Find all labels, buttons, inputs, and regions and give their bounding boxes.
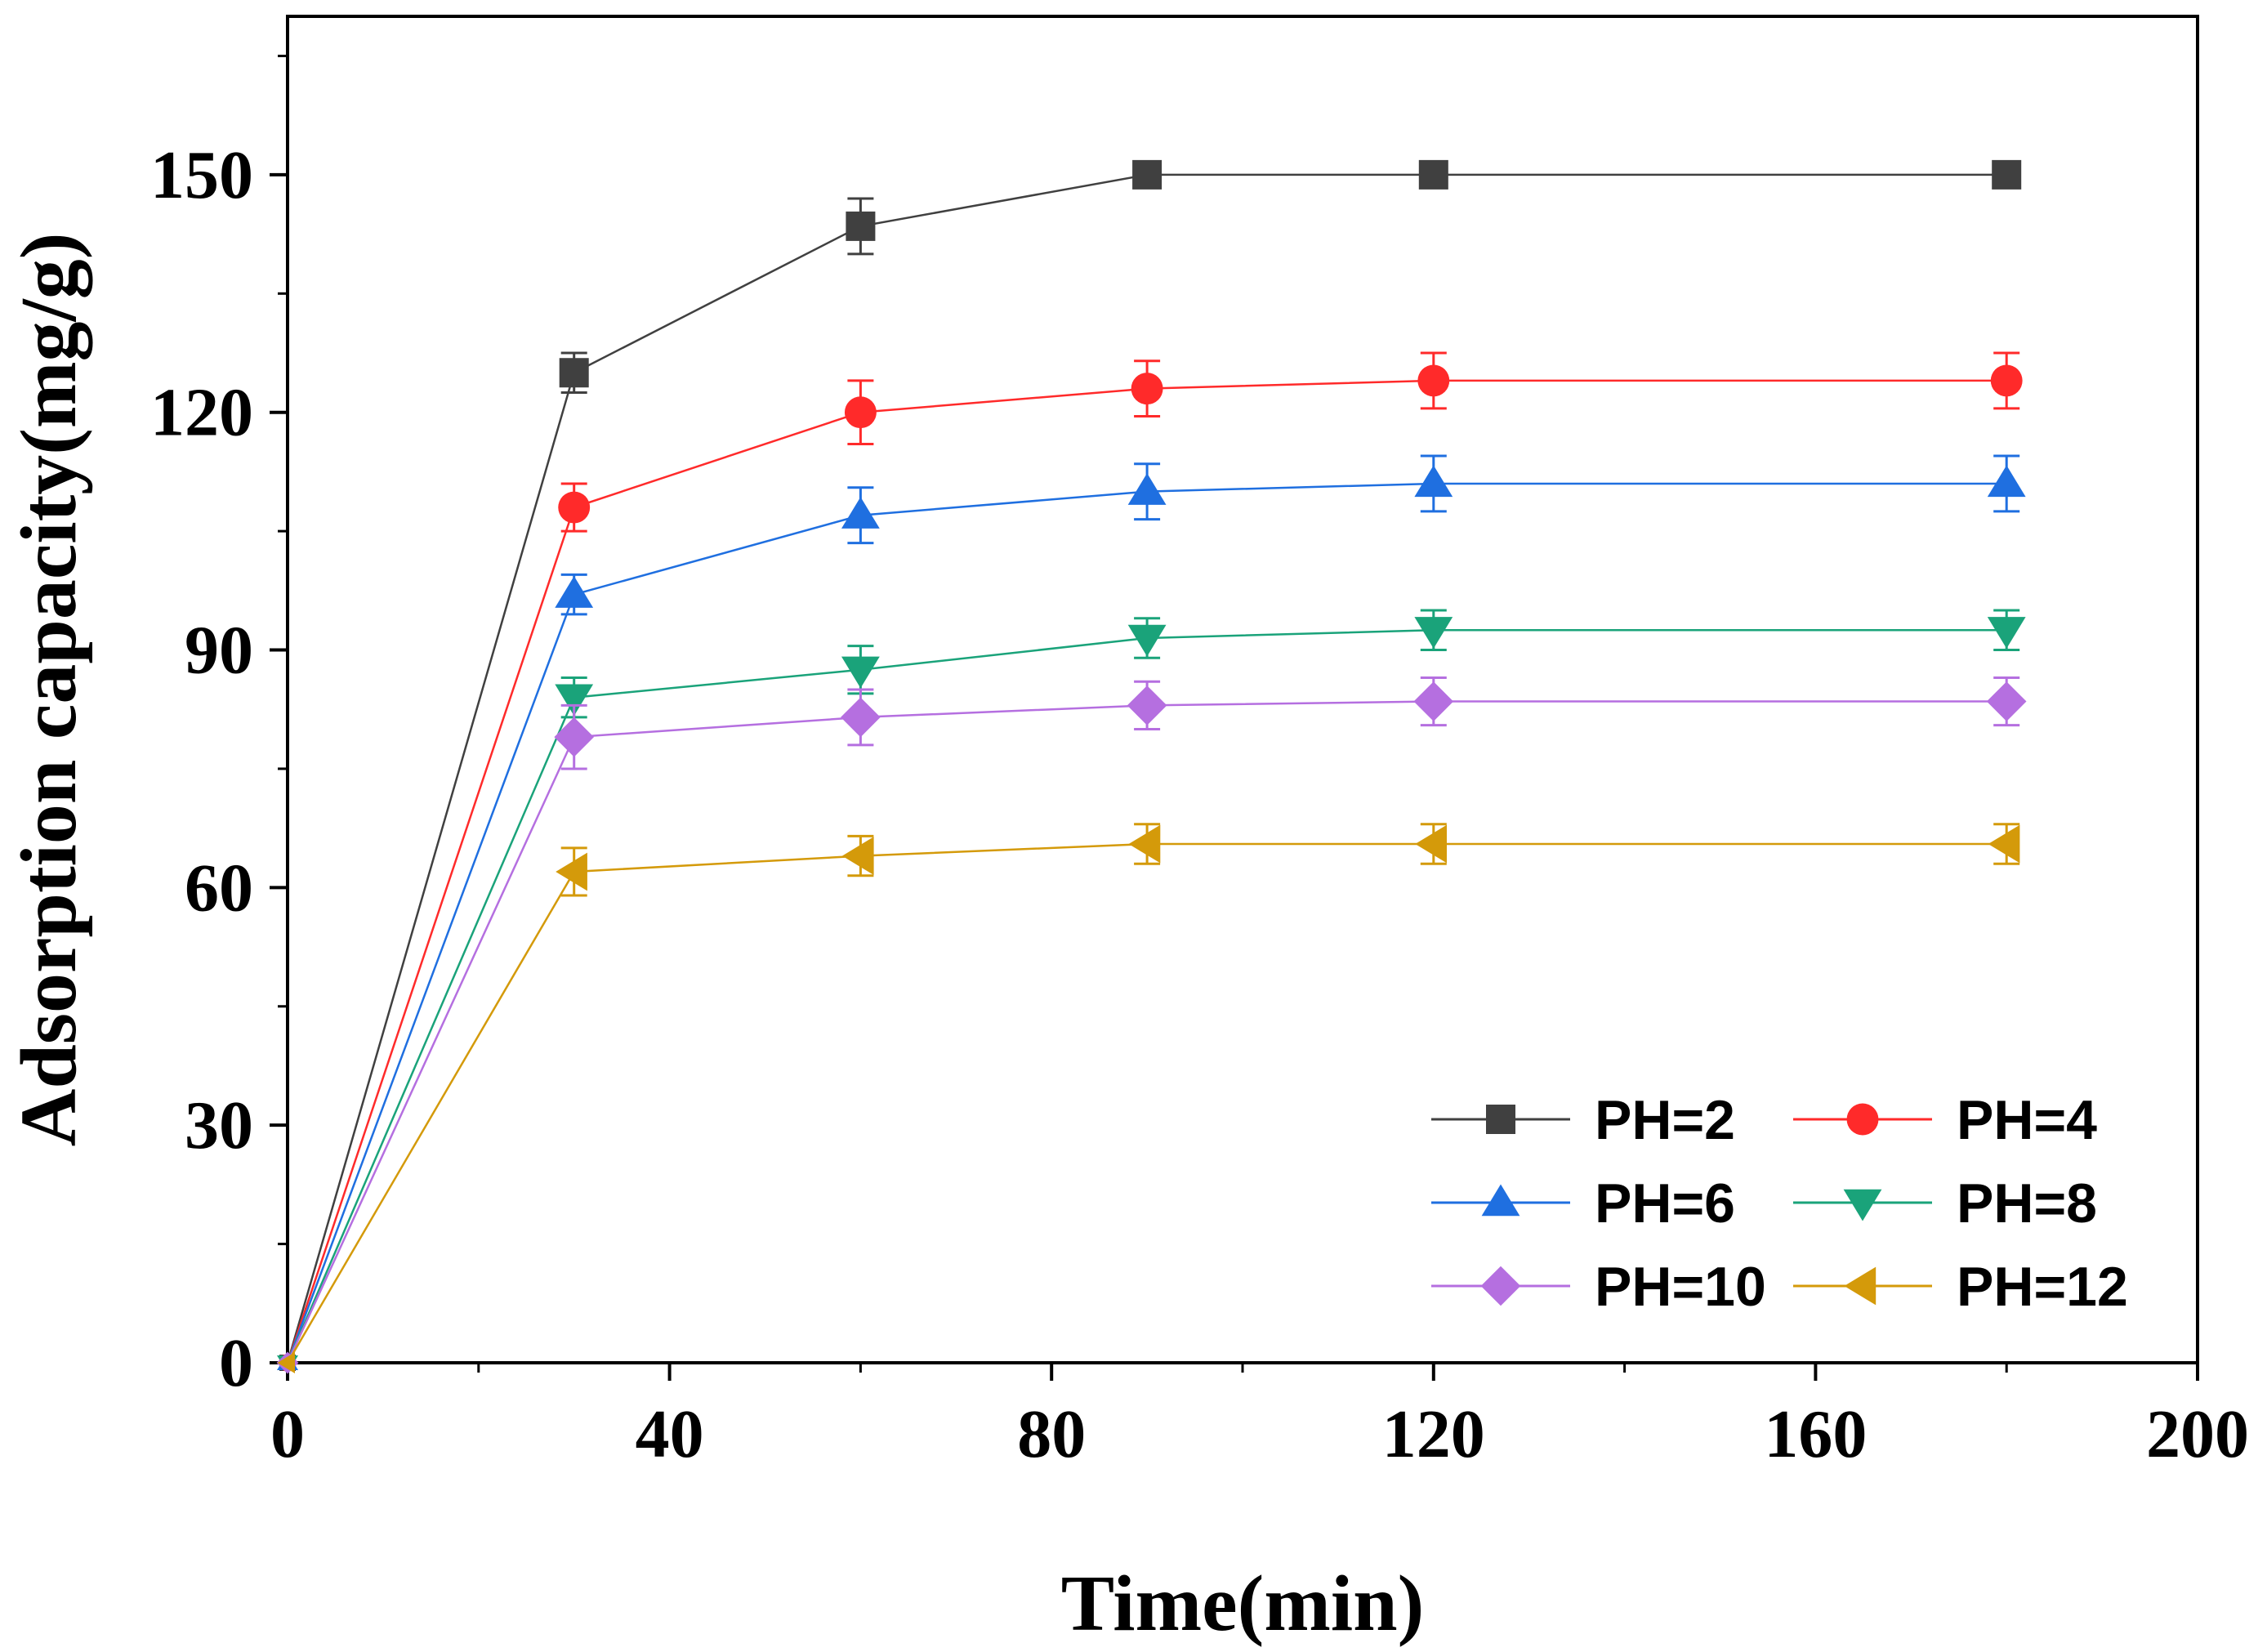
series-ph-10 [276,676,2027,1374]
y-tick-label: 120 [150,375,253,451]
data-point [556,852,587,891]
legend-label: PH=12 [1957,1256,2128,1318]
data-point [1414,465,1453,498]
x-tick-label: 80 [1017,1396,1086,1472]
series-line [286,482,2007,1364]
data-point [559,358,589,388]
legend-marker [1486,1105,1515,1134]
x-tick-label: 40 [636,1396,704,1472]
data-point [1128,824,1161,864]
data-point [1127,473,1167,505]
data-point [844,396,877,429]
legend-label: PH=10 [1595,1256,1766,1318]
data-point [1413,681,1454,721]
data-point [846,211,876,241]
axis-ticks: 0 40 80 120 160 200 0 30 60 90 120 150 [150,54,2249,1472]
y-tick-label: 150 [150,137,253,213]
data-point [1987,465,2026,498]
data-point [1127,685,1167,726]
data-point [1414,617,1453,649]
data-point [1988,824,2020,864]
data-point [555,684,594,717]
series-line [286,379,2007,1364]
x-tick-label: 160 [1764,1396,1867,1472]
legend-label: PH=2 [1595,1089,1735,1151]
legend-label: PH=4 [1957,1089,2097,1151]
data-point [558,491,591,524]
legend-marker [1481,1184,1520,1217]
data-point [555,576,594,608]
data-point [1987,617,2026,649]
y-tick-label: 30 [185,1087,253,1163]
legend-item: PH=2 [1431,1089,1735,1151]
data-point [1992,159,2022,190]
data-point [841,837,874,875]
x-tick-label: 0 [270,1396,305,1472]
series-ph-12 [277,823,2020,1373]
legend-item: PH=10 [1431,1256,1766,1318]
legend-marker [1480,1266,1521,1306]
series-line [286,629,2007,1364]
legend-marker [1846,1103,1879,1136]
series-ph-8 [277,609,2026,1373]
data-point [841,656,880,689]
y-axis-title: Adsorption capacity(mg/g) [5,233,93,1147]
data-point [554,717,594,757]
data-point [1417,364,1450,397]
data-point [841,497,880,529]
y-tick-label: 0 [219,1325,253,1401]
legend-label: PH=8 [1957,1172,2097,1235]
x-tick-label: 200 [2146,1396,2249,1472]
legend-marker [1844,1266,1877,1306]
data-point [1132,159,1163,190]
legend-item: PH=6 [1431,1172,1735,1235]
series-line [286,700,2007,1364]
legend-item: PH=4 [1793,1089,2097,1151]
data-point [1127,624,1167,657]
data-point [841,697,881,738]
series-line [286,842,2007,1364]
series-ph-4 [279,351,2023,1372]
y-tick-label: 90 [185,613,253,689]
series-ph-2 [279,159,2022,1371]
series-ph-6 [277,454,2026,1370]
legend: PH=2 PH=4 PH=6 PH=8 PH=10 PH=12 [1431,1089,2128,1318]
legend-item: PH=12 [1793,1256,2128,1318]
legend-item: PH=8 [1793,1172,2097,1235]
data-point [1415,824,1447,864]
data-point [1131,373,1163,405]
x-tick-label: 120 [1382,1396,1485,1472]
y-tick-label: 60 [185,850,253,926]
x-axis-title: Time(min) [1061,1560,1425,1648]
series-line [286,173,2007,1364]
data-point [1986,681,2027,721]
legend-label: PH=6 [1595,1172,1735,1235]
data-point [1418,159,1448,190]
legend-marker [1843,1189,1882,1221]
data-point [277,1352,295,1373]
series-layer [276,159,2027,1374]
data-point [1990,364,2023,397]
